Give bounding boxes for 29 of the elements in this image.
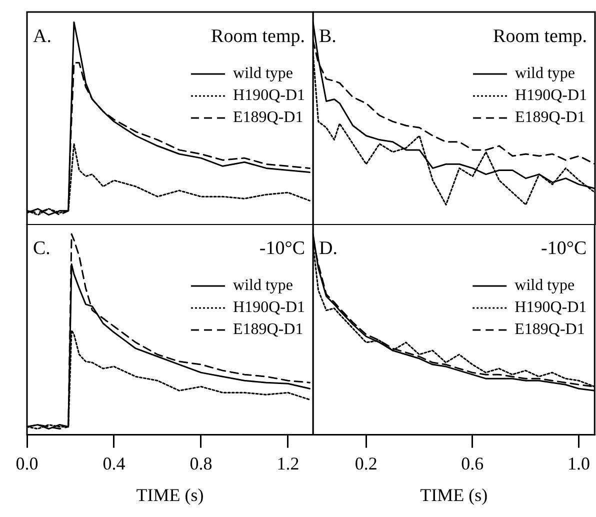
annotation: A. [33, 26, 52, 47]
chart-title: Room temp. [493, 26, 587, 47]
legend-label: wild type [514, 277, 575, 294]
chart-title: Room temp. [211, 26, 305, 47]
x-axis-title: TIME (s) [420, 484, 488, 505]
legend-label: E189Q-D1 [233, 321, 304, 338]
x-tick-label: 0.2 [354, 453, 378, 474]
x-axis-title: TIME (s) [136, 484, 204, 505]
annotation: B. [319, 26, 336, 47]
legend-label: H190Q-D1 [515, 87, 588, 104]
legend-label: wild type [515, 65, 576, 82]
chart-title: -10°C [259, 238, 305, 259]
legend-label: H190Q-D1 [233, 299, 306, 316]
x-tick-label: 0.4 [102, 453, 126, 474]
x-tick-label: 0.6 [461, 453, 484, 474]
legend-label: wild type [233, 277, 294, 294]
chart-title: -10°C [541, 238, 587, 259]
legend-label: E189Q-D1 [515, 109, 586, 126]
x-tick-label: 1.0 [567, 453, 590, 474]
legend-label: E189Q-D1 [233, 109, 304, 126]
legend-label: wild type [233, 65, 294, 82]
annotation: C. [33, 238, 50, 259]
legend-label: H190Q-D1 [233, 87, 306, 104]
x-tick-label: 0.8 [190, 453, 212, 474]
annotation: D. [319, 238, 338, 259]
legend-label: H190Q-D1 [514, 299, 587, 316]
x-tick-label: 0.0 [16, 453, 38, 474]
x-tick-label: 1.2 [276, 453, 300, 474]
legend-label: E189Q-D1 [514, 321, 585, 338]
